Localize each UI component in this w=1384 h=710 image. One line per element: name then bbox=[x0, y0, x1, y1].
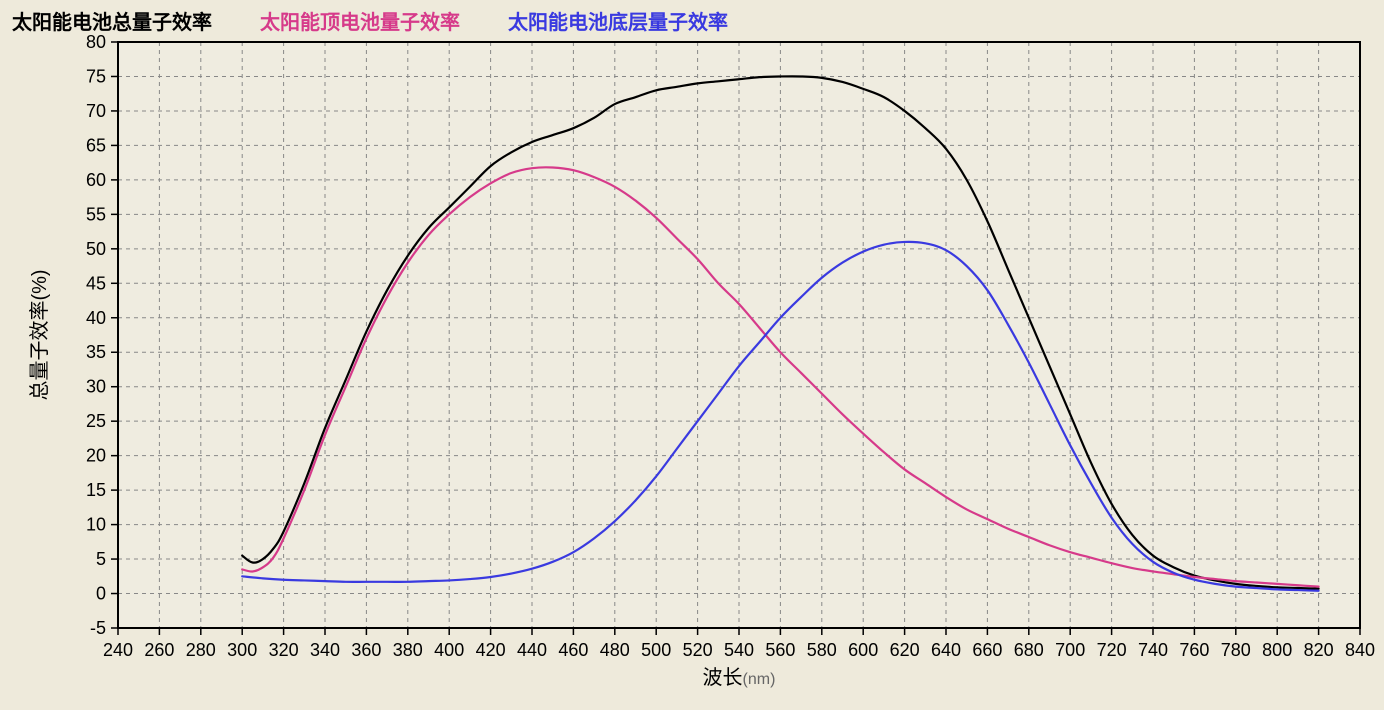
y-tick-label: 55 bbox=[86, 204, 106, 224]
x-tick-label: 800 bbox=[1262, 640, 1292, 660]
y-tick-label: 80 bbox=[86, 32, 106, 52]
legend-item: 太阳能电池底层量子效率 bbox=[508, 6, 728, 35]
legend-item: 太阳能顶电池量子效率 bbox=[260, 6, 460, 35]
y-tick-label: 10 bbox=[86, 515, 106, 535]
x-tick-label: 740 bbox=[1138, 640, 1168, 660]
x-tick-label: 240 bbox=[103, 640, 133, 660]
x-tick-label: 660 bbox=[972, 640, 1002, 660]
legend: 太阳能电池总量子效率 太阳能顶电池量子效率 太阳能电池底层量子效率 bbox=[12, 6, 776, 35]
x-tick-label: 620 bbox=[890, 640, 920, 660]
x-tick-label: 600 bbox=[848, 640, 878, 660]
y-tick-label: 40 bbox=[86, 308, 106, 328]
y-tick-label: -5 bbox=[90, 618, 106, 638]
x-tick-label: 300 bbox=[227, 640, 257, 660]
y-tick-label: 45 bbox=[86, 273, 106, 293]
y-tick-label: 65 bbox=[86, 135, 106, 155]
x-tick-label: 560 bbox=[765, 640, 795, 660]
x-tick-label: 380 bbox=[393, 640, 423, 660]
y-tick-label: 50 bbox=[86, 239, 106, 259]
x-tick-label: 540 bbox=[724, 640, 754, 660]
y-tick-label: 15 bbox=[86, 480, 106, 500]
x-tick-label: 820 bbox=[1304, 640, 1334, 660]
x-tick-label: 500 bbox=[641, 640, 671, 660]
x-tick-label: 760 bbox=[1179, 640, 1209, 660]
legend-item: 太阳能电池总量子效率 bbox=[12, 6, 212, 35]
x-tick-label: 440 bbox=[517, 640, 547, 660]
y-tick-label: 70 bbox=[86, 101, 106, 121]
y-tick-label: 5 bbox=[96, 549, 106, 569]
chart-container: 太阳能电池总量子效率太阳能顶电池量子效率太阳能电池底层量子效率 24026028… bbox=[0, 0, 1384, 710]
x-axis-title: 波长(nm) bbox=[703, 666, 776, 689]
x-tick-label: 280 bbox=[186, 640, 216, 660]
y-tick-label: 20 bbox=[86, 446, 106, 466]
x-tick-label: 520 bbox=[683, 640, 713, 660]
y-tick-label: 30 bbox=[86, 377, 106, 397]
x-tick-label: 580 bbox=[807, 640, 837, 660]
x-tick-label: 700 bbox=[1055, 640, 1085, 660]
y-tick-label: 0 bbox=[96, 584, 106, 604]
x-tick-label: 400 bbox=[434, 640, 464, 660]
x-tick-label: 360 bbox=[351, 640, 381, 660]
x-tick-label: 320 bbox=[269, 640, 299, 660]
y-tick-label: 25 bbox=[86, 411, 106, 431]
x-tick-label: 260 bbox=[144, 640, 174, 660]
y-tick-label: 35 bbox=[86, 342, 106, 362]
x-tick-label: 640 bbox=[931, 640, 961, 660]
x-tick-label: 340 bbox=[310, 640, 340, 660]
x-tick-label: 780 bbox=[1221, 640, 1251, 660]
x-tick-label: 680 bbox=[1014, 640, 1044, 660]
y-axis-title: 总量子效率(%) bbox=[28, 269, 51, 400]
quantum-efficiency-chart: 2402602803003203403603804004204404604805… bbox=[0, 0, 1384, 710]
y-tick-label: 75 bbox=[86, 66, 106, 86]
x-tick-label: 480 bbox=[600, 640, 630, 660]
x-tick-label: 840 bbox=[1345, 640, 1375, 660]
x-tick-label: 420 bbox=[476, 640, 506, 660]
x-tick-label: 460 bbox=[558, 640, 588, 660]
x-tick-label: 720 bbox=[1097, 640, 1127, 660]
y-tick-label: 60 bbox=[86, 170, 106, 190]
